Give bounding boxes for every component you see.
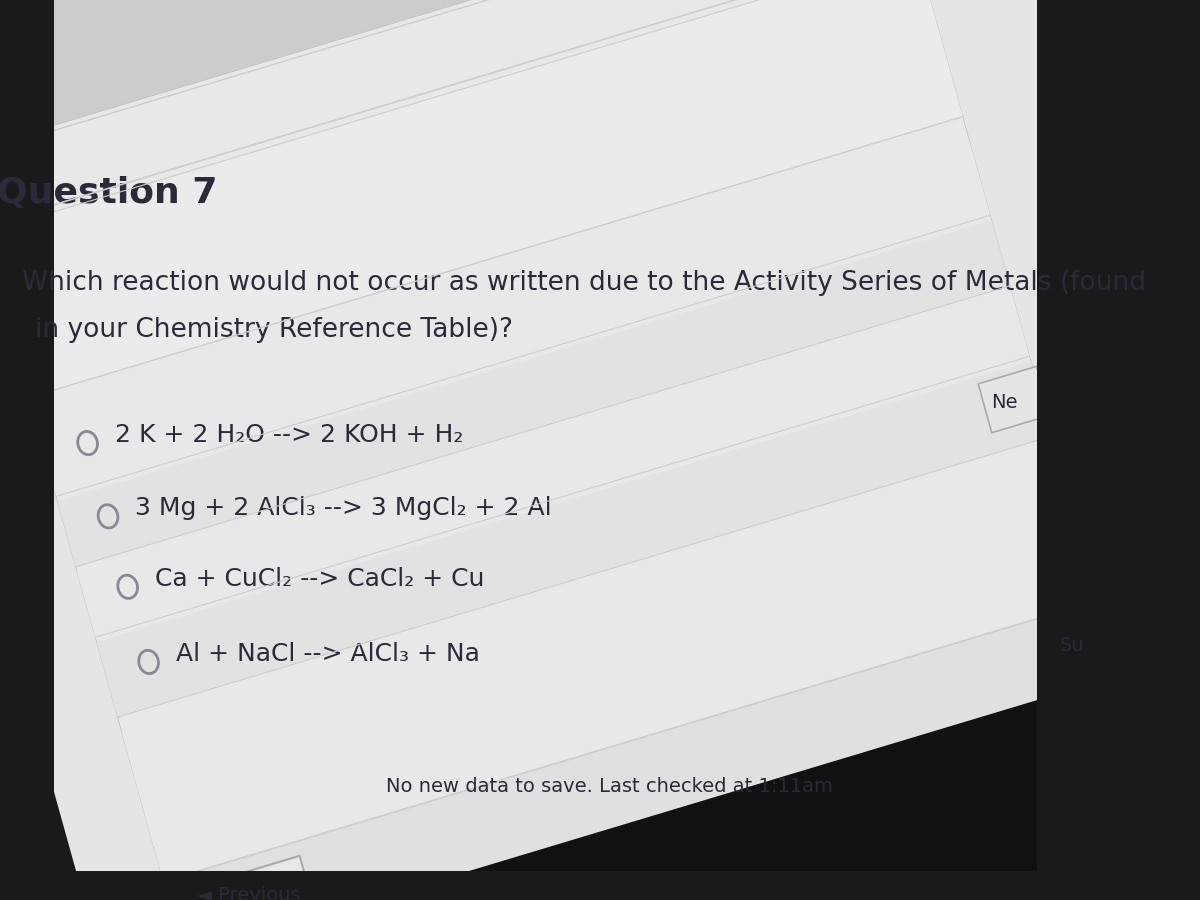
Bar: [19, 549, 1200, 900]
Bar: [978, 366, 1050, 433]
Bar: [97, 361, 1051, 717]
Text: ◄ Previous: ◄ Previous: [197, 886, 301, 900]
Text: No new data to save. Last checked at 1:11am: No new data to save. Last checked at 1:1…: [386, 778, 833, 796]
Bar: [0, 0, 1153, 13]
Bar: [163, 600, 1118, 900]
Text: in your Chemistry Reference Table)?: in your Chemistry Reference Table)?: [35, 317, 512, 343]
Bar: [0, 0, 1128, 177]
Text: Ne: Ne: [991, 393, 1018, 412]
Text: Al + NaCl --> AlCl₃ + Na: Al + NaCl --> AlCl₃ + Na: [176, 642, 480, 666]
Bar: [121, 450, 1098, 881]
Bar: [0, 0, 917, 233]
Bar: [36, 145, 990, 497]
Bar: [58, 220, 1010, 567]
Text: Question 7: Question 7: [0, 176, 217, 211]
Text: Which reaction would not occur as written due to the Activity Series of Metals (: Which reaction would not occur as writte…: [22, 270, 1146, 296]
Bar: [0, 0, 962, 398]
Bar: [77, 291, 1030, 637]
Text: Ca + CuCl₂ --> CaCl₂ + Cu: Ca + CuCl₂ --> CaCl₂ + Cu: [155, 567, 485, 590]
Text: Su: Su: [1060, 636, 1085, 655]
Bar: [187, 856, 312, 900]
Text: 2 K + 2 H₂O --> 2 KOH + H₂: 2 K + 2 H₂O --> 2 KOH + H₂: [115, 423, 463, 447]
Bar: [1046, 611, 1117, 674]
Text: 3 Mg + 2 AlCl₃ --> 3 MgCl₂ + 2 Al: 3 Mg + 2 AlCl₃ --> 3 MgCl₂ + 2 Al: [136, 496, 552, 520]
